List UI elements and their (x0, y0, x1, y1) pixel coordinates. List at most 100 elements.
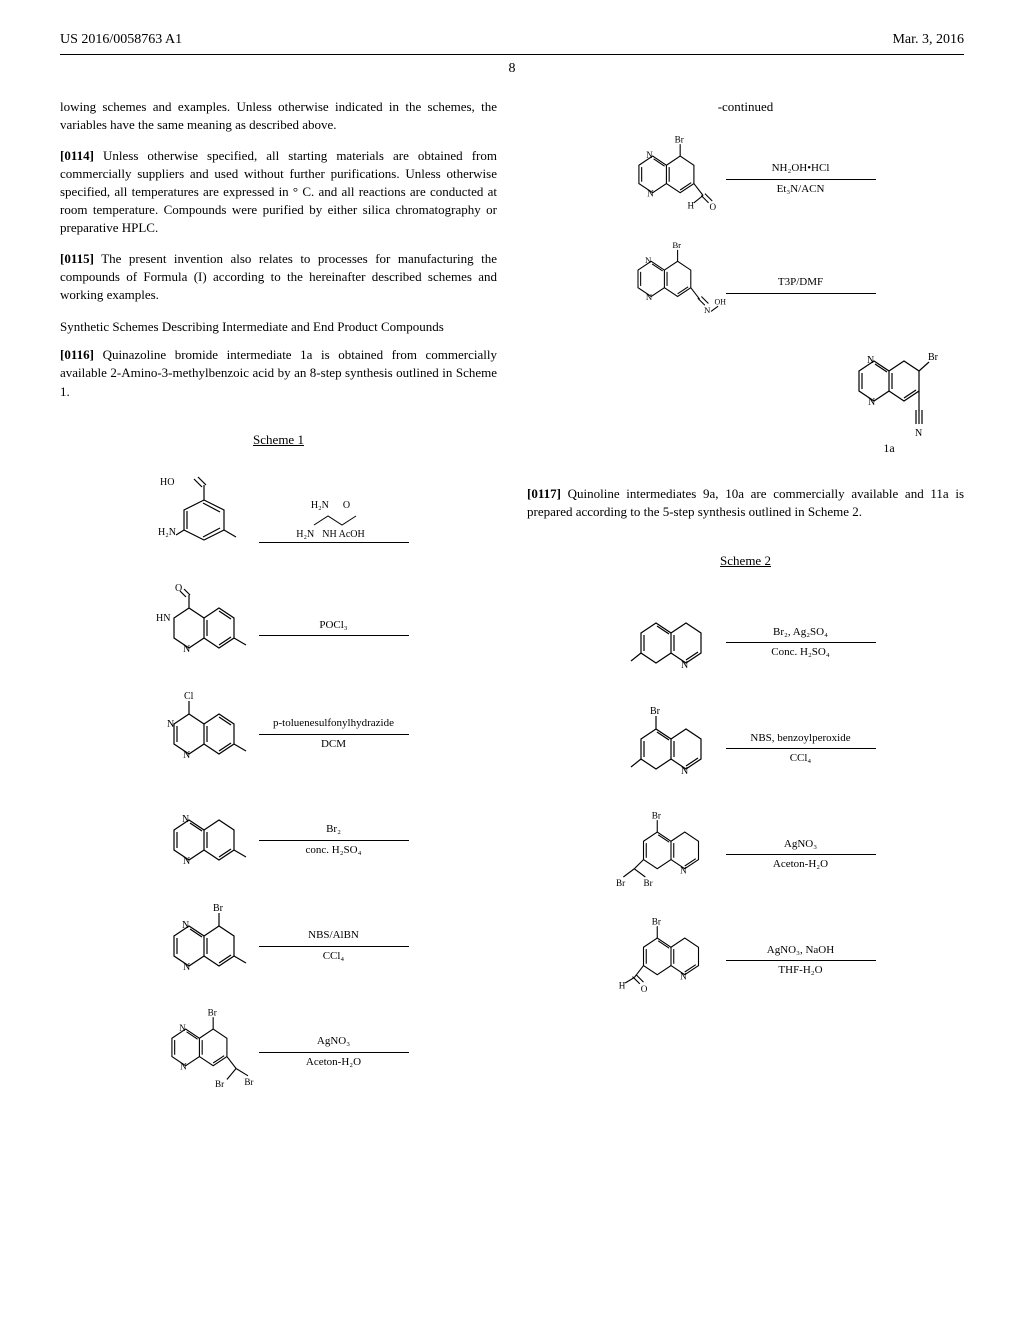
svg-text:N: N (182, 920, 189, 931)
arrow-s2-step3: AgNO₃ Aceton-H₂O (726, 837, 876, 873)
arrow-step6: AgNO₃ Aceton-H₂O (259, 1034, 409, 1070)
arrow-line-icon (259, 1052, 409, 1053)
reagent-h2n-2: H₂N (296, 529, 314, 540)
para-text-0115: The present invention also relates to pr… (60, 251, 497, 302)
arrow-s2-step2: NBS, benzoylperoxide CCl₄ (726, 731, 876, 767)
svg-text:N: N (180, 1061, 187, 1071)
reagent-nbs-bpo: NBS, benzoylperoxide (726, 731, 876, 746)
scheme-2-title: Scheme 2 (527, 552, 964, 570)
svg-text:Br: Br (215, 1079, 224, 1089)
scheme2-step4: N Br O H AgNO₃, NaOH (616, 916, 876, 1006)
reagent-nh-acoh: NH AcOH (322, 529, 365, 540)
svg-text:N: N (681, 660, 688, 671)
scheme1-step8: N N Br N OH T3P/DMF (616, 240, 876, 330)
solvent-aceton-h2o-2: Aceton-H₂O (726, 857, 876, 872)
arrow-line-icon (259, 946, 409, 947)
para-num-0117: [0117] (527, 486, 561, 501)
svg-text:Br: Br (207, 1007, 216, 1017)
mol-dibromomethyl-quinazoline: N N Br Br Br (149, 1007, 259, 1097)
scheme2-step1: N Br₂, Ag₂SO₄ Conc. H₂SO₄ (616, 598, 876, 688)
scheme1-continued-container: N N Br O H NH₂OH•HCl (527, 126, 964, 465)
arrow-step3: p-toluenesulfonylhydrazide DCM (259, 716, 409, 752)
para-text-0114: Unless otherwise specified, all starting… (60, 148, 497, 236)
scheme-continued-label: -continued (527, 98, 964, 116)
solvent-thf-h2o: THF-H₂O (726, 963, 876, 978)
mol-methylquinoline: N (616, 598, 726, 688)
svg-text:O: O (709, 203, 716, 213)
mol-dibromo-quinoline: N Br Br Br (616, 810, 726, 900)
scheme1-step4: N N Br₂ conc. H₂SO₄ (149, 795, 409, 885)
svg-text:N: N (915, 428, 922, 439)
svg-text:N: N (680, 865, 687, 875)
arrow-line-icon (259, 734, 409, 735)
svg-text:Br: Br (244, 1077, 253, 1087)
mol-methylquinazoline: N N (149, 795, 259, 885)
content-columns: lowing schemes and examples. Unless othe… (60, 98, 964, 1105)
svg-text:Br: Br (651, 810, 660, 820)
scheme1-step1: HO H₂N H₂N O (149, 477, 409, 567)
solvent-conc-h2so4: Conc. H₂SO₄ (726, 645, 876, 660)
arrow-line-icon (726, 179, 876, 180)
section-title: Synthetic Schemes Describing Intermediat… (60, 318, 497, 336)
svg-text:N: N (646, 150, 653, 160)
para-text-0116: Quinazoline bromide intermediate 1a is o… (60, 347, 497, 398)
mol-chloroquinazoline: N N Cl (149, 689, 259, 779)
reagent-tosylhydrazide: p-toluenesulfonylhydrazide (259, 716, 409, 731)
arrow-line-icon (726, 642, 876, 643)
solvent-ccl4-2: CCl₄ (726, 751, 876, 766)
svg-text:Br: Br (643, 878, 652, 888)
svg-text:O: O (175, 583, 182, 594)
arrow-step5: NBS/AlBN CCl₄ (259, 928, 409, 964)
svg-text:Br: Br (672, 240, 681, 250)
arrow-line-icon (726, 854, 876, 855)
paragraph-0117: [0117] Quinoline intermediates 9a, 10a a… (527, 485, 964, 521)
solvent-dcm: DCM (259, 737, 409, 752)
right-column: -continued N N (527, 98, 964, 1105)
arrow-line-icon (726, 748, 876, 749)
arrow-line-icon (259, 635, 409, 636)
reagent-br2-ag2so4: Br₂, Ag₂SO₄ (726, 625, 876, 640)
scheme2-step3: N Br Br Br AgNO₃ Aceton-H₂ (616, 810, 876, 900)
svg-text:N: N (868, 397, 875, 408)
page-header: US 2016/0058763 A1 Mar. 3, 2016 (60, 30, 964, 50)
publication-date: Mar. 3, 2016 (892, 30, 964, 50)
svg-text:Cl: Cl (184, 691, 194, 702)
solvent-aceton-h2o: Aceton-H₂O (259, 1055, 409, 1070)
reagent-nbs-aibn: NBS/AlBN (259, 928, 409, 943)
svg-text:N: N (183, 644, 190, 655)
svg-text:N: N (704, 305, 711, 315)
svg-text:N: N (681, 766, 688, 777)
svg-text:N: N (167, 719, 174, 730)
solvent-et3n-acn: Et₃N/ACN (726, 182, 876, 197)
mol-nitrile-quinazoline-1a: N N Br N (834, 346, 944, 436)
svg-text:OH: OH (714, 297, 725, 306)
arrow-step8: T3P/DMF (726, 275, 876, 295)
mol-aldehyde-quinazoline: N N Br O H (616, 134, 726, 224)
arrow-line-icon (726, 960, 876, 961)
solvent-h2so4: conc. H₂SO₄ (259, 843, 409, 858)
svg-text:N: N (647, 189, 654, 199)
svg-text:H₂N: H₂N (158, 527, 176, 538)
arrow-s2-step1: Br₂, Ag₂SO₄ Conc. H₂SO₄ (726, 625, 876, 661)
svg-text:HN: HN (156, 613, 170, 624)
arrow-step4: Br₂ conc. H₂SO₄ (259, 822, 409, 858)
publication-number: US 2016/0058763 A1 (60, 30, 182, 50)
mol-bromo-methylquinoline: N Br (616, 704, 726, 794)
page-container: US 2016/0058763 A1 Mar. 3, 2016 8 lowing… (0, 0, 1024, 1135)
para-num-0114: [0114] (60, 148, 94, 163)
svg-text:N: N (182, 814, 189, 825)
arrow-step1: H₂N O H₂N NH AcOH (259, 500, 409, 545)
svg-text:H: H (618, 980, 625, 990)
reagent-nh2oh-hcl: NH₂OH•HCl (726, 161, 876, 176)
scheme-1-title: Scheme 1 (60, 431, 497, 449)
mol-quinazolinone: N HN O (149, 583, 259, 673)
mol-aldehyde-bromoquinoline: N Br O H (616, 916, 726, 1006)
paragraph-0116: [0116] Quinazoline bromide intermediate … (60, 346, 497, 401)
svg-text:Br: Br (650, 706, 661, 717)
scheme-1-container: HO H₂N H₂N O (60, 469, 497, 1105)
reagent-agno3-naoh: AgNO₃, NaOH (726, 943, 876, 958)
svg-text:Br: Br (616, 878, 625, 888)
arrow-step2: POCl₃ (259, 618, 409, 638)
svg-text:Br: Br (928, 352, 939, 363)
reagent-h2n-1: H₂N (311, 500, 329, 511)
